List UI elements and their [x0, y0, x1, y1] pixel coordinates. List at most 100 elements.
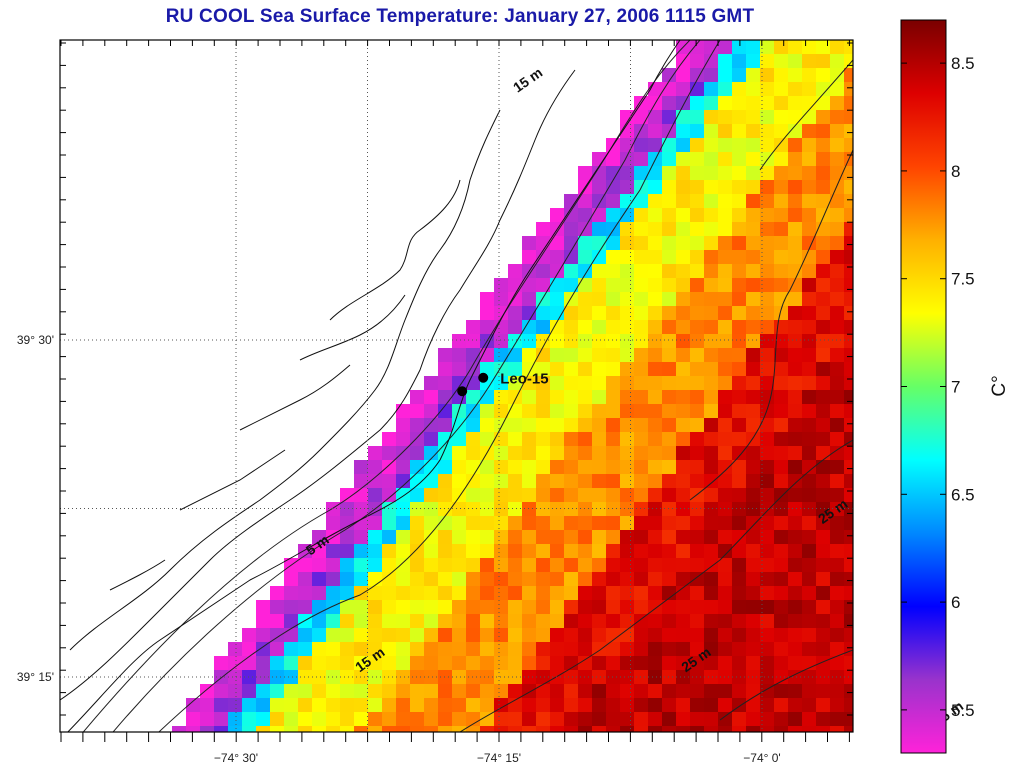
sst-cell: [830, 684, 845, 699]
sst-cell: [788, 292, 803, 307]
sst-cell: [606, 544, 621, 559]
sst-cell: [704, 152, 719, 167]
sst-cell: [634, 642, 649, 657]
sst-cell: [704, 712, 719, 727]
sst-cell: [466, 460, 481, 475]
sst-cell: [662, 446, 677, 461]
sst-cell: [564, 698, 579, 713]
sst-cell: [354, 572, 369, 587]
sst-cell: [648, 474, 663, 489]
sst-cell: [592, 320, 607, 335]
station-marker[interactable]: [457, 386, 468, 397]
sst-cell: [606, 474, 621, 489]
sst-cell: [438, 390, 453, 405]
sst-cell: [466, 418, 481, 433]
sst-cell: [242, 712, 257, 727]
sst-cell: [522, 502, 537, 517]
sst-cell: [690, 684, 705, 699]
sst-cell: [788, 488, 803, 503]
sst-cell: [354, 670, 369, 685]
sst-cell: [410, 642, 425, 657]
sst-cell: [620, 544, 635, 559]
sst-cell: [746, 180, 761, 195]
sst-cell: [704, 670, 719, 685]
sst-cell: [774, 460, 789, 475]
sst-cell: [536, 460, 551, 475]
sst-cell: [830, 264, 845, 279]
sst-cell: [298, 656, 313, 671]
sst-cell: [494, 432, 509, 447]
sst-cell: [480, 684, 495, 699]
sst-cell: [396, 530, 411, 545]
sst-cell: [634, 320, 649, 335]
sst-cell: [760, 250, 775, 265]
sst-cell: [634, 236, 649, 251]
sst-cell: [676, 572, 691, 587]
sst-cell: [438, 558, 453, 573]
sst-cell: [718, 698, 733, 713]
sst-cell: [830, 474, 845, 489]
sst-cell: [802, 68, 817, 83]
sst-cell: [578, 446, 593, 461]
sst-cell: [452, 432, 467, 447]
sst-cell: [690, 152, 705, 167]
sst-cell: [732, 180, 747, 195]
sst-cell: [536, 558, 551, 573]
sst-cell: [690, 558, 705, 573]
sst-cell: [550, 684, 565, 699]
sst-cell: [466, 376, 481, 391]
sst-cell: [368, 530, 383, 545]
sst-cell: [550, 446, 565, 461]
sst-cell: [760, 572, 775, 587]
sst-cell: [844, 222, 853, 237]
sst-cell: [396, 502, 411, 517]
sst-cell: [536, 628, 551, 643]
sst-cell: [452, 460, 467, 475]
sst-cell: [606, 446, 621, 461]
sst-cell: [620, 488, 635, 503]
sst-cell: [760, 726, 775, 732]
sst-cell: [662, 488, 677, 503]
sst-cell: [830, 628, 845, 643]
sst-cell: [662, 642, 677, 657]
sst-cell: [592, 712, 607, 727]
sst-cell: [788, 418, 803, 433]
sst-cell: [578, 348, 593, 363]
sst-cell: [424, 558, 439, 573]
sst-cell: [788, 362, 803, 377]
sst-cell: [774, 698, 789, 713]
sst-cell: [522, 334, 537, 349]
sst-cell: [634, 474, 649, 489]
sst-cell: [788, 642, 803, 657]
sst-cell: [718, 236, 733, 251]
sst-cell: [844, 180, 853, 195]
sst-cell: [424, 614, 439, 629]
sst-cell: [536, 516, 551, 531]
sst-cell: [844, 614, 853, 629]
sst-cell: [746, 68, 761, 83]
sst-cell: [228, 726, 243, 732]
sst-cell: [480, 614, 495, 629]
sst-cell: [760, 642, 775, 657]
sst-cell: [774, 152, 789, 167]
sst-cell: [690, 712, 705, 727]
sst-cell: [718, 460, 733, 475]
sst-cell: [256, 698, 271, 713]
sst-cell: [662, 236, 677, 251]
sst-cell: [788, 390, 803, 405]
sst-cell: [452, 698, 467, 713]
sst-cell: [340, 516, 355, 531]
sst-cell: [760, 208, 775, 223]
sst-cell: [508, 530, 523, 545]
sst-cell: [508, 446, 523, 461]
sst-cell: [802, 110, 817, 125]
sst-cell: [732, 166, 747, 181]
station-marker[interactable]: [478, 372, 489, 383]
sst-cell: [368, 698, 383, 713]
sst-cell: [732, 656, 747, 671]
sst-cell: [326, 586, 341, 601]
sst-cell: [760, 488, 775, 503]
sst-cell: [802, 418, 817, 433]
sst-cell: [578, 194, 593, 209]
sst-cell: [508, 572, 523, 587]
